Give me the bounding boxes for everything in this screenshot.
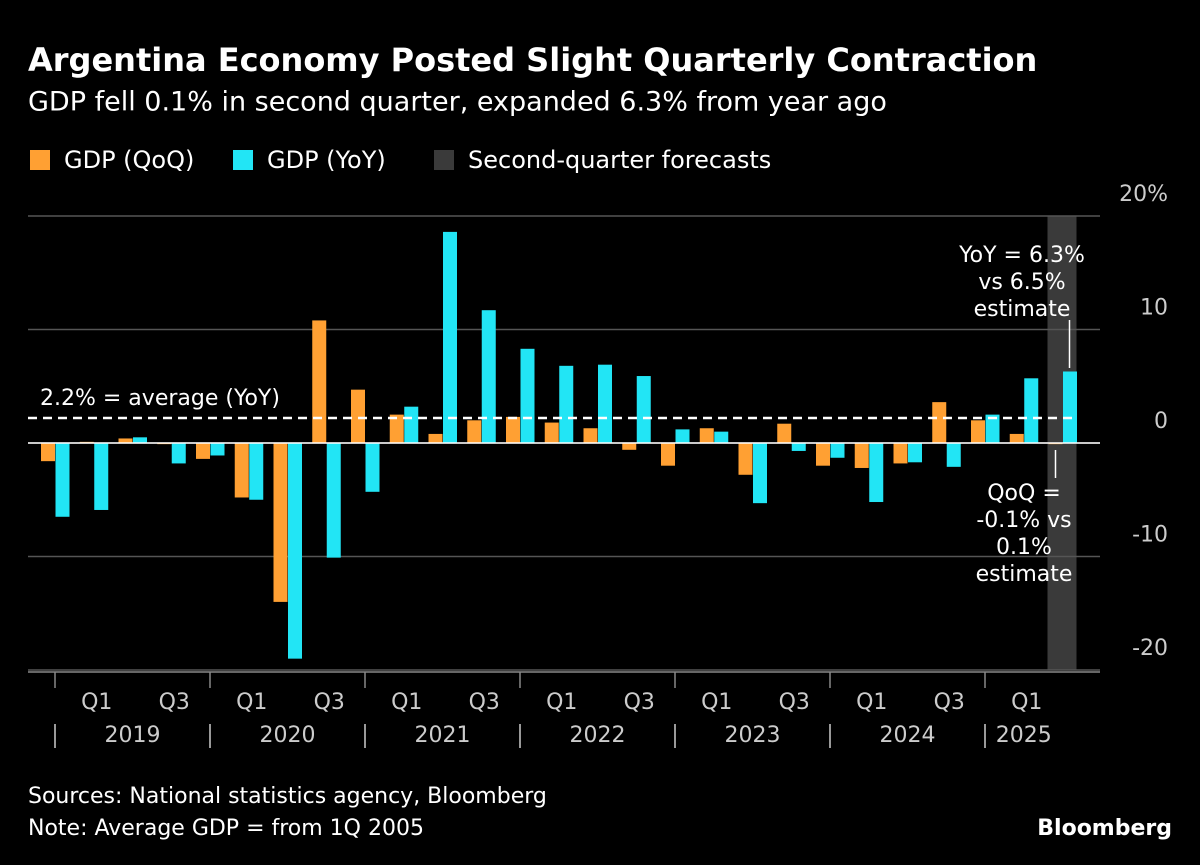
year-label: 2021	[415, 723, 471, 748]
legend-swatch	[434, 150, 454, 170]
bar	[636, 376, 651, 443]
legend-label: GDP (QoQ)	[64, 146, 194, 174]
bar	[520, 348, 535, 443]
y-tick-label: 20%	[1119, 182, 1168, 207]
bar	[830, 443, 845, 458]
year-label: 2019	[105, 723, 161, 748]
bar	[893, 443, 908, 464]
bar	[467, 420, 482, 443]
bar	[428, 433, 443, 443]
bar	[196, 443, 210, 459]
bar	[816, 443, 830, 466]
x-tick-label: Q1	[81, 690, 112, 715]
bar	[41, 443, 55, 462]
bar	[622, 443, 637, 450]
x-tick-label: Q3	[469, 690, 500, 715]
bar	[312, 320, 327, 443]
year-label: 2020	[260, 723, 316, 748]
legend-label: Second-quarter forecasts	[468, 146, 771, 174]
bar	[753, 443, 767, 504]
footnote: Sources: National statistics agency, Blo…	[28, 784, 547, 809]
annotation: 0.1%	[996, 535, 1052, 560]
x-tick-label: Q3	[314, 690, 345, 715]
year-label: 2025	[996, 723, 1052, 748]
bar	[273, 443, 288, 602]
bar	[1063, 371, 1077, 443]
bar	[118, 438, 133, 443]
bar	[985, 414, 1000, 443]
bar	[443, 231, 457, 443]
bar	[351, 389, 365, 443]
chart-title: Argentina Economy Posted Slight Quarterl…	[28, 41, 1037, 79]
bar	[133, 437, 147, 443]
bar	[94, 443, 109, 510]
bar	[559, 365, 574, 443]
bar	[389, 414, 404, 443]
bar	[714, 431, 729, 443]
year-label: 2022	[570, 723, 626, 748]
bar	[854, 443, 869, 468]
annotation: estimate	[976, 562, 1073, 587]
bar	[210, 443, 225, 456]
legend-swatch	[30, 150, 50, 170]
bar	[249, 443, 264, 500]
x-tick-label: Q1	[236, 690, 267, 715]
annotation: estimate	[974, 297, 1071, 322]
x-tick-label: Q3	[159, 690, 190, 715]
annotation: QoQ =	[987, 481, 1061, 506]
x-tick-label: Q3	[779, 690, 810, 715]
bar	[544, 422, 559, 443]
legend-swatch	[233, 150, 253, 170]
y-tick-label: -10	[1132, 523, 1168, 548]
bar	[1024, 378, 1039, 443]
bar	[699, 428, 714, 443]
bar	[791, 443, 806, 451]
bar	[55, 443, 70, 517]
y-tick-label: -20	[1132, 636, 1168, 661]
bar	[675, 429, 690, 443]
bar	[932, 402, 947, 443]
footnote: Note: Average GDP = from 1Q 2005	[28, 816, 424, 841]
bar	[869, 443, 884, 503]
bar	[506, 416, 520, 443]
bar	[971, 420, 985, 443]
annotation: YoY = 6.3%	[958, 243, 1085, 268]
bar	[738, 443, 753, 475]
x-tick-label: Q1	[701, 690, 732, 715]
annotation: vs 6.5%	[978, 270, 1065, 295]
bar	[946, 443, 961, 467]
x-tick-label: Q1	[391, 690, 422, 715]
brand: Bloomberg	[1037, 816, 1172, 841]
bar	[234, 443, 249, 498]
x-tick-label: Q3	[934, 690, 965, 715]
bar	[365, 443, 380, 492]
bar	[481, 310, 496, 443]
bar	[288, 443, 302, 659]
y-tick-label: 0	[1154, 409, 1168, 434]
bar	[404, 406, 419, 443]
bar	[583, 428, 598, 443]
bar	[326, 443, 341, 558]
average-label: 2.2% = average (YoY)	[40, 386, 280, 411]
x-tick-label: Q1	[856, 690, 887, 715]
x-tick-label: Q3	[624, 690, 655, 715]
y-tick-label: 10	[1140, 296, 1168, 321]
bar	[1009, 433, 1024, 443]
bar	[777, 423, 792, 443]
chart-subtitle: GDP fell 0.1% in second quarter, expande…	[28, 87, 887, 118]
bar	[908, 443, 922, 463]
year-label: 2023	[725, 723, 781, 748]
bar	[171, 443, 186, 464]
bar	[661, 443, 675, 466]
bar	[598, 364, 612, 443]
year-label: 2024	[880, 723, 936, 748]
x-tick-label: Q1	[1011, 690, 1042, 715]
annotation: -0.1% vs	[976, 508, 1071, 533]
x-tick-label: Q1	[546, 690, 577, 715]
legend-label: GDP (YoY)	[267, 146, 386, 174]
